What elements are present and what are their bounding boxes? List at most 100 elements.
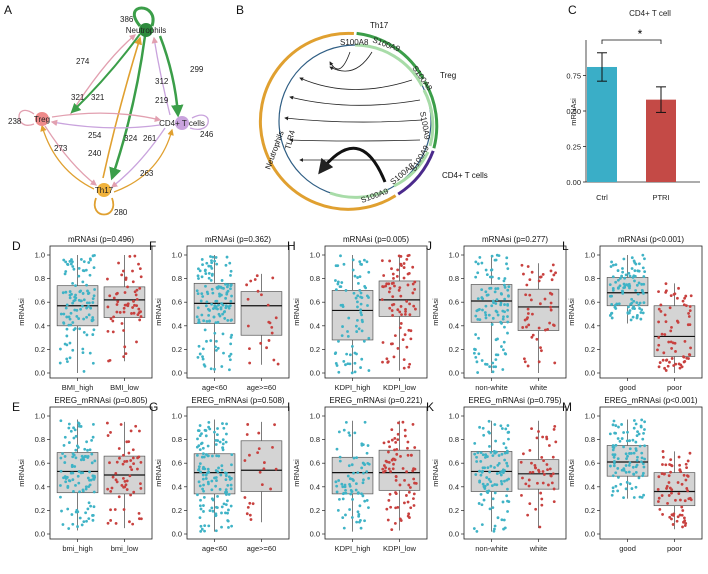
data-point xyxy=(201,355,204,359)
data-point xyxy=(62,258,66,262)
data-point xyxy=(609,265,613,268)
data-point xyxy=(390,438,394,442)
data-point xyxy=(497,254,501,258)
y-tick-label: 0.8 xyxy=(35,435,45,444)
data-point xyxy=(611,448,615,452)
data-point xyxy=(530,461,533,465)
data-point xyxy=(476,451,480,455)
data-point xyxy=(140,517,143,521)
data-point xyxy=(633,307,636,311)
data-point xyxy=(129,459,133,462)
data-point xyxy=(624,273,628,277)
data-point xyxy=(213,305,217,309)
data-point xyxy=(223,317,227,320)
data-point xyxy=(89,306,93,310)
panel-label-k: K xyxy=(426,400,434,414)
data-point xyxy=(71,265,75,268)
data-point xyxy=(71,321,75,324)
y-tick-label: 0.8 xyxy=(310,435,320,444)
data-point xyxy=(202,465,205,469)
data-point xyxy=(488,444,491,448)
y-tick-label: 1.0 xyxy=(310,412,320,421)
data-point xyxy=(111,319,115,323)
data-point xyxy=(367,506,370,510)
data-point xyxy=(356,276,359,279)
data-point xyxy=(91,301,95,304)
data-point xyxy=(683,524,687,527)
box-panel-k: K EREG_mRNAsi (p=0.795)mRNAsi0.00.20.40.6… xyxy=(426,396,567,553)
data-point xyxy=(335,447,339,451)
data-point xyxy=(388,287,392,290)
data-point xyxy=(137,307,141,311)
data-point xyxy=(228,368,231,372)
data-point xyxy=(115,480,119,484)
data-point xyxy=(484,304,488,308)
data-point xyxy=(633,274,637,278)
data-point xyxy=(59,312,63,316)
data-point xyxy=(408,516,411,519)
data-point xyxy=(111,330,115,334)
data-point xyxy=(475,529,479,533)
data-point xyxy=(226,519,230,522)
data-point xyxy=(93,253,96,257)
data-point xyxy=(656,500,660,503)
plot-frame xyxy=(324,245,428,379)
y-tick-label: 0.8 xyxy=(35,274,45,283)
data-point xyxy=(618,276,622,280)
data-point xyxy=(224,440,228,444)
data-point xyxy=(218,487,222,491)
data-point xyxy=(92,266,96,270)
data-point xyxy=(221,438,225,442)
data-point xyxy=(230,294,233,298)
y-tick-label: 0.6 xyxy=(585,459,595,468)
data-point xyxy=(624,452,628,456)
box-panel-g: G EREG_mRNAsi (p=0.508)mRNAsi0.00.20.40.6… xyxy=(149,396,290,553)
data-point xyxy=(214,476,218,479)
data-point xyxy=(90,452,94,456)
data-point xyxy=(215,454,219,458)
data-point xyxy=(688,323,692,327)
data-point xyxy=(197,277,200,280)
data-point xyxy=(68,296,72,300)
data-point xyxy=(196,454,199,457)
data-point xyxy=(203,268,207,272)
panel-label-l: L xyxy=(562,239,569,253)
x-tick-label: KDPI_low xyxy=(383,383,417,392)
data-point xyxy=(677,455,681,459)
data-point xyxy=(69,429,73,433)
data-point xyxy=(78,327,82,331)
data-point xyxy=(542,459,545,462)
data-point xyxy=(676,296,679,300)
y-tick-label: 0.6 xyxy=(172,459,182,468)
data-point xyxy=(249,518,253,521)
data-point xyxy=(70,258,73,261)
data-point xyxy=(621,267,624,270)
data-point xyxy=(347,431,351,435)
data-point xyxy=(139,315,143,318)
y-tick-label: 0.6 xyxy=(310,459,320,468)
data-point xyxy=(656,488,660,491)
edge-cd4-th17 xyxy=(110,127,166,188)
data-point xyxy=(201,446,205,450)
data-point xyxy=(344,363,347,367)
data-point xyxy=(614,280,618,284)
data-point xyxy=(480,503,484,507)
panel-label-f: F xyxy=(149,239,156,253)
data-point xyxy=(685,487,689,490)
data-point xyxy=(81,280,85,284)
data-point xyxy=(199,470,203,474)
data-point xyxy=(537,360,541,364)
data-point xyxy=(82,330,86,334)
data-point xyxy=(61,523,65,526)
data-point xyxy=(626,311,630,315)
y-tick-label: 0.4 xyxy=(35,321,45,330)
data-point xyxy=(206,292,210,296)
data-point xyxy=(121,462,125,466)
data-point xyxy=(634,449,638,452)
data-point xyxy=(613,303,617,307)
data-point xyxy=(542,473,546,476)
data-point xyxy=(409,337,413,341)
data-point xyxy=(634,485,638,489)
data-point xyxy=(488,507,492,511)
data-point xyxy=(656,348,659,352)
